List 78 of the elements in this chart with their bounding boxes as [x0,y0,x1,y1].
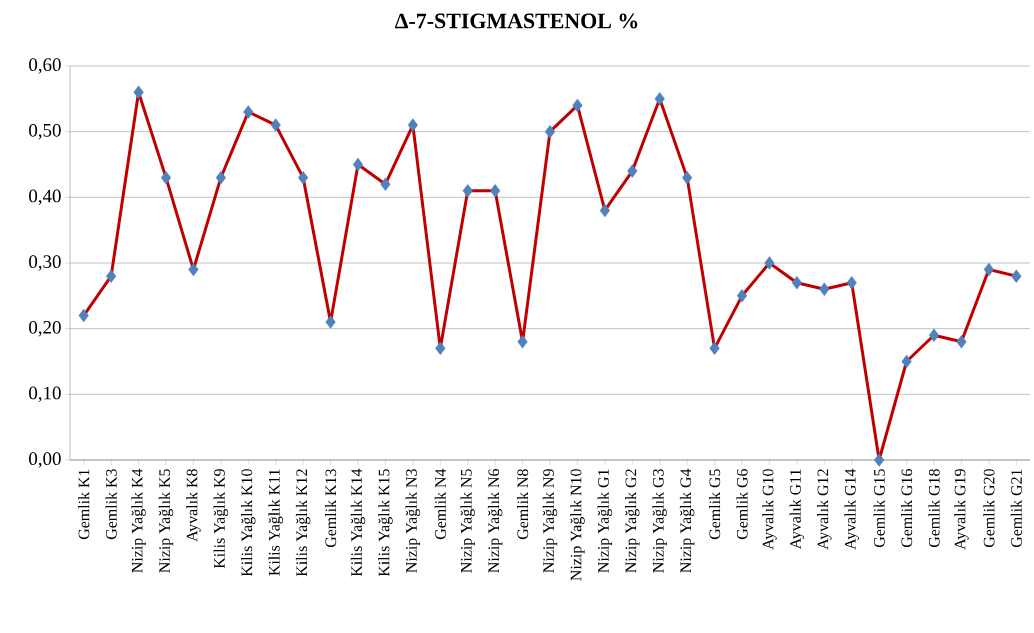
x-tick-label: Kilis Yağlık K15 [378,469,393,577]
x-tick-label: Gemlik G6 [736,469,748,540]
y-tick-label: 0,00 [29,452,61,468]
x-tick-label: Gemlik G18 [928,469,940,548]
point [764,256,775,270]
point [462,184,473,198]
y-tick-label: 0,50 [29,123,61,140]
x-tick-label: Ayvalık K8 [186,469,201,542]
x-tick-label: Nizip Yağlık G1 [597,469,613,573]
point [106,269,117,283]
x-tick-label: Ayvalık G11 [789,469,805,550]
point [352,157,364,172]
point [599,203,610,218]
x-tick-label: Gemlik K13 [324,469,337,548]
x-tick-label: Kilis Yağlık K14 [350,468,366,577]
point [682,170,693,185]
point [791,276,802,290]
y-tick-label: 0,20 [29,320,61,337]
x-tick-label: Nizip Yağlık K5 [158,469,174,573]
x-tick-label: Nizip Yağlık N6 [487,469,503,573]
x-tick-label: Gemlik G21 [1010,469,1022,548]
x-tick-label: Kilis Yağlık K10 [241,469,256,577]
x-tick-label: Gemlik N4 [434,468,446,540]
x-tick-label: Gemlik G20 [983,469,995,548]
point [133,85,144,99]
y-tick-label: 0,60 [29,58,61,74]
y-tick-label: 0,10 [29,386,61,403]
point [709,341,720,356]
point [928,328,940,342]
y-tick-label: 0,30 [29,255,61,271]
point [160,170,172,185]
point [901,354,912,369]
point [819,282,830,296]
x-tick-label: Ayvalık G10 [762,469,777,550]
x-tick-label: Ayvalık G14 [844,468,859,550]
point [298,170,309,185]
point [380,177,391,191]
point [572,98,583,113]
point [1011,269,1022,283]
point [654,92,665,106]
y-tick-label: 0,40 [29,189,61,206]
point [490,184,501,198]
x-tick-label: Nizip Yağlık G4 [679,468,695,573]
x-tick-label: Kilis Yağlık K9 [213,469,229,569]
x-tick-label: Kilis Yağlık K11 [268,469,283,576]
x-tick-label: Gemlik K3 [105,469,117,540]
point [407,118,418,132]
point [627,164,638,178]
point [846,276,857,290]
x-tick-label: Gemlik N8 [516,469,529,540]
x-tick-label: Ayvalık G12 [817,469,832,550]
x-tick-label: Nizip Yağlık N10 [570,469,585,581]
x-tick-label: Kilis Yağlık K12 [295,469,311,577]
point [517,335,528,349]
x-tick-label: Nizip Yağlık G2 [625,469,640,573]
point [270,118,281,132]
chart-title: Δ-7-STIGMASTENOL % [395,13,638,29]
point [874,453,885,467]
point [544,124,556,139]
point [325,315,336,329]
point [983,262,994,277]
x-tick-label: Gemlik G16 [900,469,913,548]
x-tick-label: Nizip Yağlık G3 [652,469,667,573]
x-tick-label: Ayvalık G19 [954,469,969,550]
point [243,105,254,119]
x-tick-label: Nizip Yağlık K4 [131,468,146,573]
point [736,289,748,303]
point [78,308,89,323]
point [188,262,199,277]
x-tick-label: Nizip Yağlık N3 [405,469,421,573]
x-tick-label: Nizip Yağlık N5 [460,469,475,573]
point [435,341,446,356]
x-tick-label: Nizip Yağlık N9 [542,469,558,573]
point [215,170,226,185]
x-tick-label: Gemlik G5 [708,469,721,540]
x-tick-label: Gemlik G15 [873,469,885,548]
point [956,335,967,349]
x-tick-label: Gemlik K1 [78,469,90,540]
